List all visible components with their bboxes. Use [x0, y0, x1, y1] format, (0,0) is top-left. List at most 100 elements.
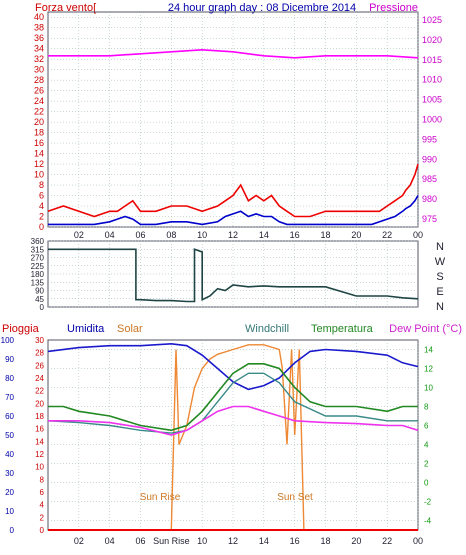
direction-tick-label: 0 [40, 303, 45, 312]
wind-axis-label: Forza vento[ [35, 2, 96, 14]
rain-tick-label: 8 [40, 475, 45, 484]
pressure-tick-label: 1015 [422, 55, 442, 65]
temperature-tick-label: -4 [424, 517, 432, 526]
pressure-tick-label: 995 [422, 134, 437, 144]
rain-tick-label: 26 [35, 361, 44, 370]
direction-grid [48, 240, 418, 308]
sun-rise-annotation: Sun Rise [140, 492, 181, 503]
direction-tick-label: 180 [31, 270, 45, 279]
direction-tick-label: 225 [31, 262, 45, 271]
x-tick-label: 00 [413, 536, 423, 546]
x-tick-label: 20 [351, 536, 361, 546]
wind-tick-label: 28 [34, 75, 44, 85]
chart-title: 24 hour graph day : 08 Dicembre 2014 [168, 2, 356, 14]
temperature-tick-label: 2 [424, 460, 429, 469]
pressure-axis-label: Pressione [369, 2, 418, 14]
x-tick-label: 12 [228, 536, 238, 546]
humidity-tick-label: 0 [10, 526, 15, 535]
humidity-tick-label: 20 [5, 488, 14, 497]
wind-tick-label: 2 [39, 212, 44, 222]
wind-tick-label: 32 [34, 54, 44, 64]
x-tick-label: 18 [320, 536, 330, 546]
pressure-tick-label: 985 [422, 174, 437, 184]
wind-tick-label: 38 [34, 23, 44, 33]
humidity-tick-label: 70 [5, 393, 14, 402]
rain-tick-label: 28 [35, 349, 44, 358]
rain-tick-label: 30 [35, 336, 44, 345]
pressure-tick-label: 1020 [422, 35, 442, 45]
humidity-tick-label: 90 [5, 355, 14, 364]
pressure-line [48, 48, 419, 59]
x-tick-label: 08 [166, 230, 176, 240]
rain-tick-label: 20 [35, 399, 44, 408]
compass-label: N [436, 301, 444, 313]
pressure-tick-label: 1005 [422, 95, 442, 105]
temperature-grid [48, 340, 419, 530]
wind-tick-label: 0 [39, 222, 44, 232]
compass-label: N [436, 241, 444, 253]
rain-tick-label: 24 [35, 374, 44, 383]
windchill-line [47, 372, 418, 434]
humidity-line [47, 342, 419, 391]
wind-tick-label: 22 [34, 107, 44, 117]
rain-tick-label: 4 [40, 501, 45, 510]
x-tick-label: Sun Rise [153, 536, 190, 546]
temperature-tick-label: 10 [424, 384, 433, 393]
x-tick-label: 04 [105, 230, 115, 240]
rain-tick-label: 14 [35, 437, 44, 446]
temperature-tick-label: 14 [424, 346, 433, 355]
rain-tick-label: 6 [40, 488, 45, 497]
compass-label: E [436, 286, 443, 298]
direction-tick-label: 90 [35, 287, 44, 296]
pressure-tick-label: 980 [422, 194, 437, 204]
humidity-tick-label: 60 [5, 412, 14, 421]
humidity-tick-label: 50 [5, 431, 14, 440]
rain-tick-label: 2 [40, 513, 45, 522]
humidity-tick-label: 10 [5, 507, 14, 516]
wind-tick-label: 10 [34, 170, 44, 180]
direction-tick-label: 45 [35, 295, 44, 304]
temperature-tick-label: 6 [424, 422, 429, 431]
wind-tick-label: 8 [39, 180, 44, 190]
x-tick-label: 20 [351, 230, 361, 240]
rain-tick-label: 10 [35, 463, 44, 472]
axis-labels: 0246810121416182022242628303234363840975… [1, 12, 446, 546]
humidity-tick-label: 40 [5, 450, 14, 459]
x-tick-label: 00 [413, 230, 423, 240]
legend-windchill: Windchill [245, 323, 289, 335]
x-tick-label: 22 [382, 536, 392, 546]
direction-tick-label: 315 [31, 245, 45, 254]
rain-tick-label: 18 [35, 412, 44, 421]
legend-dewpoint: Dew Point (°C) [389, 323, 462, 335]
x-tick-label: 02 [74, 536, 84, 546]
x-tick-label: 06 [135, 536, 145, 546]
sun-set-annotation: Sun Set [277, 492, 313, 503]
direction-tick-label: 270 [31, 254, 45, 263]
x-tick-label: 16 [290, 536, 300, 546]
wind-tick-label: 12 [34, 159, 44, 169]
wind-tick-label: 34 [34, 44, 44, 54]
x-tick-label: 22 [382, 230, 392, 240]
x-tick-label: 04 [105, 536, 115, 546]
temperature-tick-label: 12 [424, 365, 433, 374]
wind-tick-label: 36 [34, 33, 44, 43]
pressure-tick-label: 975 [422, 214, 437, 224]
wind-tick-label: 18 [34, 128, 44, 138]
x-tick-label: 12 [228, 230, 238, 240]
x-tick-label: 10 [197, 536, 207, 546]
x-tick-label: 10 [197, 230, 207, 240]
x-tick-label: 18 [320, 230, 330, 240]
temperature-tick-label: 8 [424, 403, 429, 412]
legend-temperatura: Temperatura [311, 323, 374, 335]
humidity-tick-label: 100 [1, 336, 15, 345]
wind-direction-line [48, 248, 419, 303]
rain-tick-label: 16 [35, 425, 44, 434]
direction-tick-label: 135 [31, 278, 45, 287]
solar-line [48, 344, 418, 531]
legend-solar: Solar [117, 323, 143, 335]
wind-tick-label: 30 [34, 65, 44, 75]
wind-tick-label: 26 [34, 86, 44, 96]
data-series [47, 48, 419, 531]
x-tick-label: 16 [290, 230, 300, 240]
